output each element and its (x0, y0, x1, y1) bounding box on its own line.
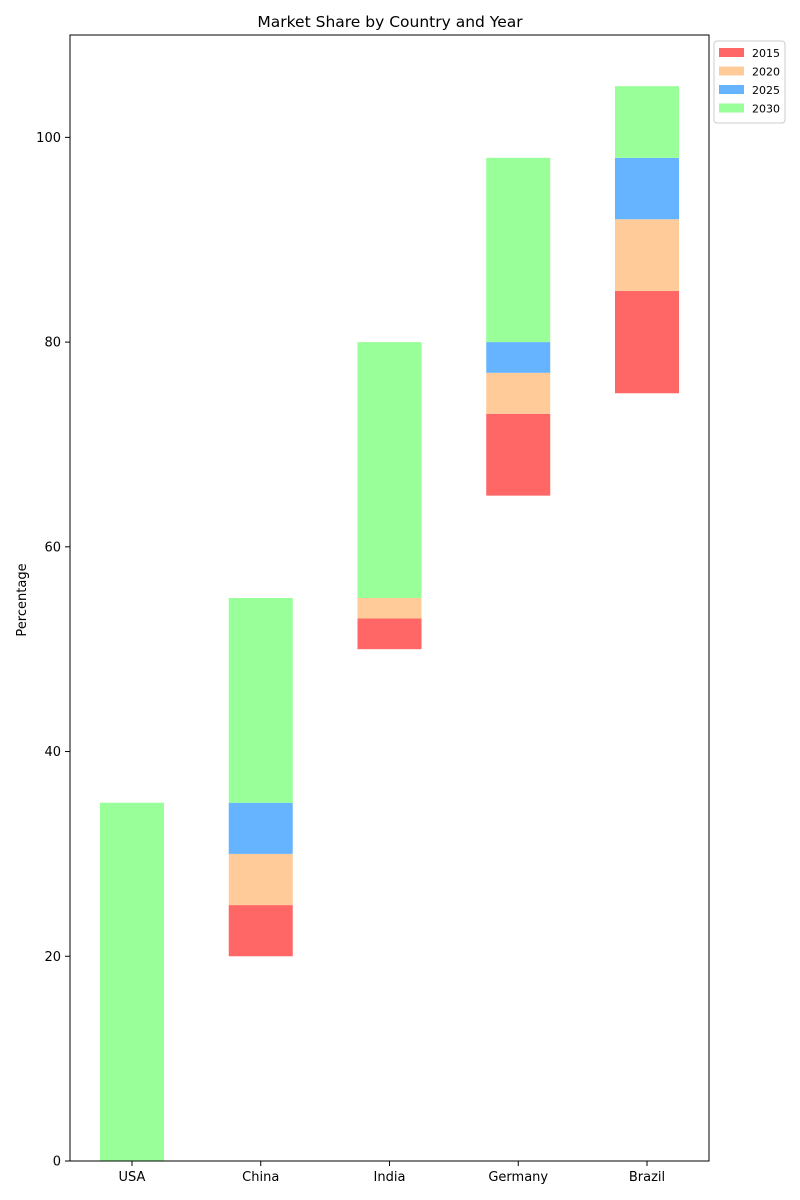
bar-germany-2015 (486, 413, 551, 496)
bar-india-2020 (357, 598, 422, 619)
bars-layer (100, 86, 679, 1161)
bar-china-2030 (228, 598, 293, 803)
legend-swatch-2025 (719, 85, 744, 94)
chart-title: Market Share by Country and Year (257, 13, 523, 31)
x-tick-label-brazil: Brazil (629, 1170, 665, 1185)
legend-label-2025: 2025 (752, 84, 780, 97)
y-tick-label: 20 (44, 950, 61, 965)
bar-germany-2030 (486, 157, 551, 343)
x-tick-label-china: China (242, 1170, 279, 1185)
legend-swatch-2030 (719, 103, 744, 113)
bar-brazil-2015 (615, 290, 679, 394)
bar-germany-2020 (486, 372, 551, 414)
legend-box (713, 40, 786, 124)
legend-label-2030: 2030 (752, 103, 780, 116)
legend-swatch-2020 (719, 66, 744, 76)
y-tick-label: 0 (53, 1155, 61, 1170)
bar-china-2025 (228, 802, 293, 854)
axes-layer: 0 20 40 60 80 100 USA China India Germany Brazil (36, 34, 710, 1185)
legend-label-2015: 2015 (752, 47, 780, 60)
bar-brazil-2030 (615, 86, 679, 158)
x-tick-label-usa: USA (119, 1170, 146, 1185)
bar-brazil-2025 (615, 157, 679, 220)
bar-india-2030 (357, 342, 422, 598)
bar-china-2015 (228, 905, 293, 957)
y-tick-label: 100 (36, 131, 61, 146)
y-tick-label: 80 (44, 336, 61, 351)
bar-china-2020 (228, 853, 293, 906)
bar-usa-2030 (100, 802, 164, 1161)
bar-brazil-2020 (615, 219, 679, 291)
legend: 2015 2020 2025 2030 (713, 40, 786, 124)
y-axis-label: Percentage (15, 563, 30, 636)
bar-india-2015 (357, 618, 422, 650)
x-tick-label-india: India (374, 1170, 406, 1185)
x-tick-label-germany: Germany (488, 1170, 548, 1185)
legend-label-2020: 2020 (752, 66, 780, 79)
y-tick-label: 60 (44, 540, 61, 555)
bar-germany-2025 (486, 342, 551, 373)
legend-swatch-2015 (719, 48, 744, 57)
y-tick-label: 40 (44, 745, 61, 760)
